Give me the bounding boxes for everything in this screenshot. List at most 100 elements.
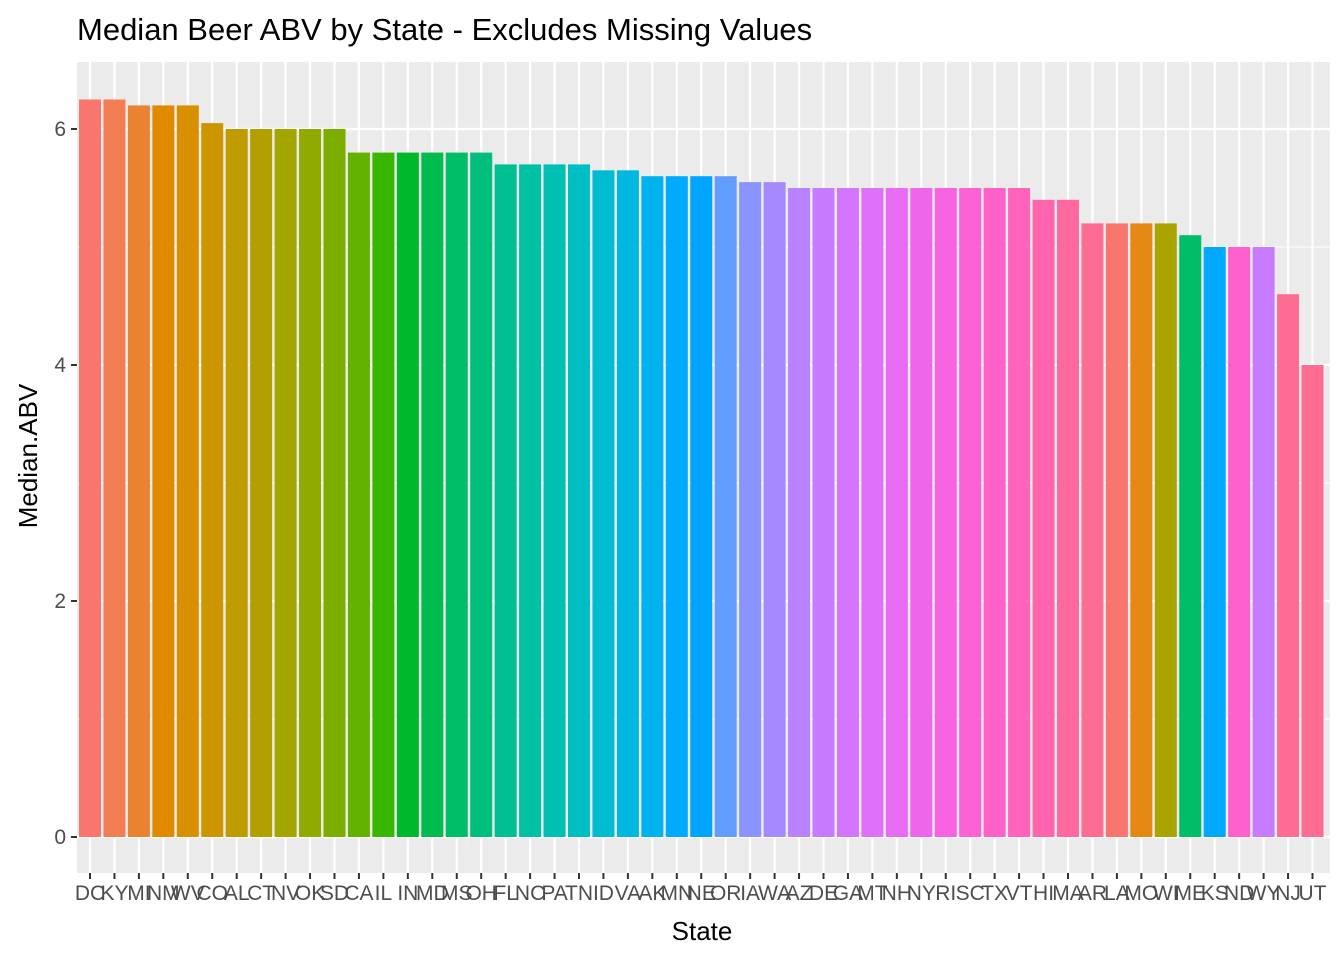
x-tick-label: WA xyxy=(758,882,791,905)
bar-HI xyxy=(1032,199,1055,838)
bar-AZ xyxy=(788,188,811,837)
chart-title: Median Beer ABV by State - Excludes Miss… xyxy=(77,12,812,47)
x-tick-label: DE xyxy=(809,882,838,905)
x-tick-label: UT xyxy=(1299,882,1327,905)
bar-KS xyxy=(1203,247,1226,837)
x-axis-title: State xyxy=(672,916,733,946)
x-tick-label: NH xyxy=(882,882,912,905)
x-tick-label: OK xyxy=(295,882,325,905)
bar-WY xyxy=(1252,247,1275,837)
x-tick-label: WV xyxy=(171,882,205,905)
bar-AK xyxy=(641,176,664,837)
bar-MN xyxy=(665,176,688,837)
x-tick-label: HI xyxy=(1033,882,1054,905)
bar-WI xyxy=(1154,223,1177,837)
x-tick-label: MD xyxy=(416,882,449,905)
bar-WV xyxy=(176,105,199,837)
bar-IL xyxy=(372,152,395,838)
y-axis-title: Median.ABV xyxy=(13,383,43,528)
x-tick-label: WI xyxy=(1153,882,1179,905)
bar-CT xyxy=(250,129,273,837)
bar-NH xyxy=(885,188,908,837)
x-tick-label: MN xyxy=(660,882,693,905)
x-tick-label: TN xyxy=(565,882,593,905)
bar-NC xyxy=(519,164,542,837)
bar-UT xyxy=(1301,365,1324,837)
x-tick-label: CT xyxy=(247,882,275,905)
bar-MO xyxy=(1130,223,1153,837)
x-tick-label: LA xyxy=(1104,882,1130,905)
bar-TN xyxy=(567,164,591,837)
bar-NE xyxy=(690,176,713,837)
x-tick-label: RI xyxy=(935,882,956,905)
bar-GA xyxy=(836,188,859,837)
bar-NY xyxy=(910,188,933,837)
bar-ID xyxy=(592,170,615,838)
x-tick-label: SC xyxy=(956,882,985,905)
x-tick-label: ND xyxy=(1224,882,1254,905)
bar-SD xyxy=(323,129,346,837)
x-tick-label: OH xyxy=(465,882,497,905)
x-tick-label: MI xyxy=(127,882,150,905)
x-tick-label: NV xyxy=(271,882,300,905)
x-tick-label: IN xyxy=(397,882,418,905)
x-tick-label: SD xyxy=(320,882,349,905)
bar-CO xyxy=(201,123,224,838)
x-tick-label: NM xyxy=(147,882,180,905)
bar-NM xyxy=(152,105,175,837)
x-tick-label: DC xyxy=(75,882,105,905)
bar-KY xyxy=(103,99,126,837)
bar-LA xyxy=(1105,223,1128,837)
x-tick-label: ME xyxy=(1175,882,1207,905)
bar-WA xyxy=(763,182,786,838)
x-tick-label: PA xyxy=(541,882,567,905)
x-tick-label: MO xyxy=(1124,882,1158,905)
bars xyxy=(78,99,1324,838)
bar-VA xyxy=(616,170,639,838)
bar-AL xyxy=(225,129,248,837)
bar-OK xyxy=(299,129,322,837)
x-tick-label: AR xyxy=(1078,882,1107,905)
bar-IA xyxy=(739,182,762,838)
x-tick-label: MS xyxy=(441,882,473,905)
x-tick-label: NY xyxy=(907,882,936,905)
x-tick-label: AK xyxy=(638,882,666,905)
x-tick-label: GA xyxy=(833,882,863,905)
bar-VT xyxy=(1008,188,1031,837)
bar-OR xyxy=(714,176,737,837)
x-tick-label: WY xyxy=(1247,882,1281,905)
x-tick-label: VT xyxy=(1006,882,1033,905)
x-tick-label: FL xyxy=(493,882,518,905)
x-tick-label: NJ xyxy=(1275,882,1301,905)
x-tick-label: CA xyxy=(344,882,373,905)
bar-ND xyxy=(1228,247,1251,837)
y-tick-label: 0 xyxy=(54,826,66,849)
bar-FL xyxy=(494,164,517,837)
bar-DE xyxy=(812,188,835,837)
x-tick-label: IL xyxy=(375,882,393,905)
bar-NJ xyxy=(1277,294,1300,837)
x-tick-label: ID xyxy=(593,882,614,905)
bar-TX xyxy=(983,188,1006,837)
bar-SC xyxy=(959,188,982,837)
bar-MT xyxy=(861,188,884,837)
bar-AR xyxy=(1081,223,1104,837)
x-tick-label: IA xyxy=(740,882,760,905)
y-tick-label: 2 xyxy=(54,590,66,613)
x-tick-label: AL xyxy=(224,882,250,905)
bar-MI xyxy=(127,105,150,837)
bar-OH xyxy=(470,152,493,838)
bar-NV xyxy=(274,129,297,837)
bar-RI xyxy=(934,188,957,837)
x-tick-label: NC xyxy=(515,882,545,905)
bar-PA xyxy=(543,164,566,837)
y-axis: 0 2 4 6 xyxy=(54,118,77,849)
x-tick-label: KY xyxy=(100,882,128,905)
x-tick-label: VA xyxy=(615,882,641,905)
bar-MS xyxy=(445,152,468,838)
y-tick-label: 6 xyxy=(54,118,66,141)
bar-DC xyxy=(78,99,102,837)
